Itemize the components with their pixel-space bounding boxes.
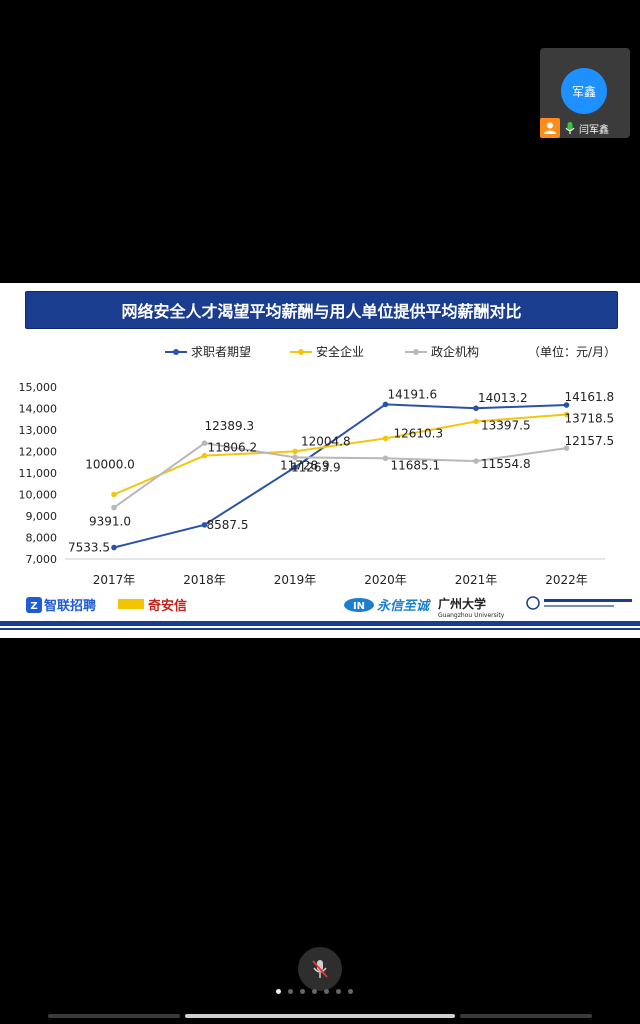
x-tick-label: 2017年 (93, 573, 136, 587)
data-point-security-companies (563, 411, 570, 418)
participant-bar: 闫军鑫 (540, 118, 620, 138)
series-line-job-seekers (113, 403, 567, 549)
data-point-security-companies (111, 491, 117, 498)
data-label: 12004.8 (301, 434, 351, 448)
x-tick-label: 2018年 (183, 573, 226, 587)
page-dot[interactable] (324, 989, 329, 994)
page-dot[interactable] (348, 989, 353, 994)
y-tick-label: 13,000 (19, 424, 58, 437)
alliance-logo (526, 595, 636, 611)
page-dot[interactable] (288, 989, 293, 994)
mute-microphone-button[interactable] (298, 947, 342, 991)
shared-screen-slide: 网络安全人才渴望平均薪酬与用人单位提供平均薪酬对比 求职者期望 安全企业 政企机… (0, 283, 640, 638)
legend-label: 安全企业 (316, 345, 365, 359)
legend-item-job-seekers: 求职者期望 (165, 343, 251, 360)
logo-row: Z 智联招聘 奇安信 IN 永信至诚 广州大学 Guangzhou Univer… (0, 595, 640, 619)
y-tick-label: 8,000 (26, 532, 58, 545)
data-label: 12610.3 (394, 426, 444, 440)
legend-label: 政企机构 (431, 345, 480, 359)
data-label: 13397.5 (481, 418, 531, 432)
salary-line-chart: 15,000 14,000 13,000 12,000 11,000 10,000 9,00… (19, 381, 615, 587)
data-point-job-seekers (563, 402, 570, 408)
unit-label: （单位：元/月） (528, 345, 617, 359)
gzhu-logo: 广州大学 Guangzhou University (438, 597, 505, 619)
y-tick-label: 15,000 (19, 381, 58, 394)
legend-item-gov-enterprise: 政企机构 (405, 343, 479, 360)
data-label: 8587.5 (207, 518, 249, 532)
data-label: 11263.9 (291, 460, 341, 474)
zhaopin-logo: Z 智联招聘 (26, 595, 96, 614)
data-point-gov-enterprise (292, 454, 298, 461)
data-point-gov-enterprise (473, 458, 479, 464)
mic-on-icon (565, 122, 575, 134)
data-point-security-companies (292, 448, 298, 455)
data-label: 11728.9 (280, 458, 330, 472)
slide-footer-line (0, 628, 640, 630)
participant-name: 闫军鑫 (579, 124, 609, 136)
yongxin-logo: IN 永信至诚 (343, 595, 429, 614)
page-dot[interactable] (276, 989, 281, 994)
series-line-security-companies (113, 413, 567, 496)
data-label: 14013.2 (478, 391, 528, 405)
svg-text:Z: Z (30, 601, 37, 612)
x-tick-label: 2022年 (545, 573, 588, 587)
data-label: 11806.2 (208, 441, 258, 455)
data-label: 12157.5 (565, 434, 615, 448)
page-indicator[interactable] (276, 989, 360, 994)
data-label: 12389.3 (205, 419, 255, 433)
data-point-job-seekers (382, 401, 389, 408)
y-tick-label: 12,000 (19, 446, 58, 459)
data-label: 14191.6 (388, 387, 438, 401)
data-point-gov-enterprise (201, 440, 208, 446)
legend-item-security-companies: 安全企业 (290, 343, 364, 360)
legend-swatch (405, 346, 427, 357)
data-point-gov-enterprise (563, 445, 570, 451)
y-tick-label: 14,000 (19, 403, 58, 416)
svg-text:IN: IN (353, 601, 365, 612)
data-point-security-companies (382, 435, 389, 442)
user-icon (540, 118, 560, 138)
y-tick-label: 9,000 (26, 510, 58, 523)
data-point-gov-enterprise (111, 504, 117, 511)
mic-muted-icon (312, 960, 328, 978)
y-tick-label: 7,000 (26, 553, 58, 566)
participant-avatar[interactable]: 军鑫 (561, 68, 607, 114)
data-point-job-seekers (473, 405, 479, 412)
data-point-gov-enterprise (382, 455, 389, 462)
data-label: 11685.1 (391, 458, 441, 472)
data-label: 11554.8 (481, 457, 531, 471)
legend-swatch (165, 346, 187, 357)
data-point-security-companies (473, 418, 479, 425)
data-label: 13718.5 (565, 412, 615, 426)
legend-label: 求职者期望 (191, 345, 252, 359)
slide-title: 网络安全人才渴望平均薪酬与用人单位提供平均薪酬对比 (25, 291, 618, 329)
scroll-track-right (460, 1014, 592, 1018)
x-tick-label: 2019年 (274, 573, 317, 587)
x-tick-label: 2021年 (455, 573, 498, 587)
series-line-gov-enterprise (113, 442, 567, 509)
data-label: 14161.8 (565, 390, 615, 404)
qianxin-logo: 奇安信 (118, 595, 187, 614)
data-label: 9391.0 (89, 515, 131, 529)
home-indicator[interactable] (185, 1014, 455, 1018)
data-point-job-seekers (111, 544, 117, 551)
page-dot[interactable] (336, 989, 341, 994)
participant-tile[interactable]: 军鑫 闫军鑫 (540, 48, 630, 138)
legend-swatch (290, 346, 312, 357)
data-label: 10000.0 (85, 458, 135, 472)
data-label: 7533.5 (68, 541, 110, 555)
data-point-security-companies (201, 452, 208, 459)
slide-footer-stripe (0, 621, 640, 626)
data-point-job-seekers (201, 522, 208, 528)
data-point-job-seekers (292, 464, 298, 471)
page-dot[interactable] (300, 989, 305, 994)
y-tick-label: 10,000 (19, 489, 58, 502)
scroll-track-left (48, 1014, 180, 1018)
x-tick-label: 2020年 (364, 573, 407, 587)
y-tick-label: 11,000 (19, 467, 58, 480)
page-dot[interactable] (312, 989, 317, 994)
